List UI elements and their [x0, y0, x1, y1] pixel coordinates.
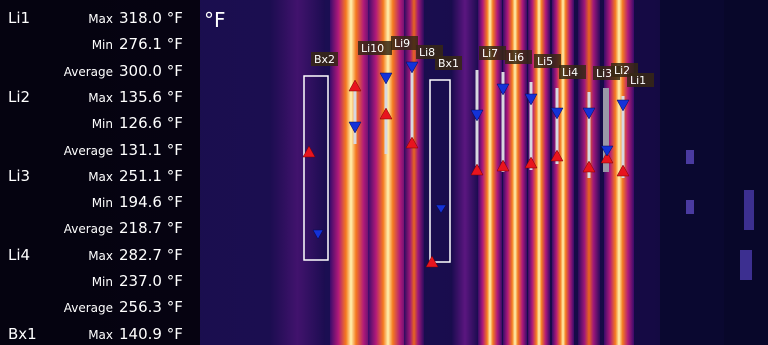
- stat-label: Max: [88, 327, 113, 342]
- stat-value: 135.6 °F: [119, 87, 183, 106]
- stat-value: 126.6 °F: [119, 114, 183, 133]
- marker-tag[interactable]: Li8: [419, 46, 435, 59]
- group-label: Bx1: [8, 324, 37, 343]
- stat-label: Min: [91, 275, 113, 289]
- marker-tag[interactable]: Li1: [630, 74, 646, 87]
- marker-tag-bg: [358, 41, 392, 55]
- stat-row: Bx1 Max 140.9 °F: [0, 324, 200, 345]
- stat-value: 300.0 °F: [119, 61, 183, 80]
- marker-tag-bg: [435, 56, 462, 70]
- stat-label: Average: [63, 143, 113, 158]
- stat-row: Average 218.7 °F: [0, 218, 200, 244]
- stat-value: 276.1 °F: [119, 35, 183, 54]
- stat-value: 282.7 °F: [119, 245, 183, 264]
- marker-tag[interactable]: Li2: [614, 64, 630, 77]
- stat-label: Min: [91, 196, 113, 211]
- stat-label: Max: [88, 12, 113, 26]
- hot-spot-markers: [302, 79, 630, 268]
- stat-value: 194.6 °F: [119, 193, 183, 212]
- stat-label: Average: [63, 301, 113, 316]
- stat-row: Min 194.6 °F: [0, 192, 200, 218]
- marker-tag[interactable]: Li3: [596, 67, 612, 80]
- stat-row: Li1 Max 318.0 °F: [0, 8, 200, 34]
- marker-tag-bg: [534, 54, 561, 68]
- stat-row: Average 256.3 °F: [0, 297, 200, 323]
- stat-value: 218.7 °F: [119, 219, 183, 238]
- marker-tag-bg: [391, 36, 418, 50]
- marker-tag[interactable]: Bx1: [438, 57, 459, 70]
- stat-label: Average: [63, 222, 113, 237]
- marker-tag-bg: [505, 50, 532, 64]
- stat-row: Li4 Max 282.7 °F: [0, 245, 200, 271]
- stat-label: Min: [91, 38, 113, 53]
- group-label: Li2: [8, 87, 31, 106]
- marker-tag[interactable]: Bx2: [314, 53, 335, 66]
- stat-value: 237.0 °F: [119, 272, 183, 290]
- stat-value: 131.1 °F: [119, 140, 183, 159]
- stat-label: Max: [88, 248, 113, 263]
- stat-row: Min 237.0 °F: [0, 271, 200, 297]
- stat-label: Average: [63, 64, 113, 79]
- marker-tag[interactable]: Li9: [394, 37, 410, 50]
- measurement-overlays[interactable]: [303, 62, 625, 263]
- marker-tag-bg: [479, 46, 506, 60]
- marker-tag-bg: [311, 52, 338, 66]
- marker-tag-bg: [416, 45, 443, 59]
- stat-label: Max: [88, 90, 113, 105]
- stat-value: 140.9 °F: [119, 324, 183, 343]
- marker-tag[interactable]: Li4: [562, 66, 578, 79]
- stat-row: Min 276.1 °F: [0, 34, 200, 60]
- stat-row: Li2 Max 135.6 °F: [0, 87, 200, 113]
- marker-tag[interactable]: Li6: [508, 51, 524, 64]
- group-label: Li1: [8, 9, 31, 27]
- marker-tag-bg: [559, 65, 586, 79]
- marker-tag-bg: [627, 73, 654, 87]
- group-label: Li4: [8, 245, 31, 264]
- stat-value: 318.0 °F: [119, 9, 183, 27]
- stat-value: 251.1 °F: [119, 166, 183, 185]
- stat-label: Min: [91, 117, 113, 132]
- marker-tag[interactable]: Li7: [482, 47, 498, 60]
- marker-tag[interactable]: Li10: [361, 42, 384, 55]
- stat-label: Max: [88, 169, 113, 184]
- stat-row: Li3 Max 251.1 °F: [0, 166, 200, 192]
- group-label: Li3: [8, 166, 31, 185]
- stat-row: Min 126.6 °F: [0, 113, 200, 139]
- measurement-panel: Li1 Max 318.0 °F Min 276.1 °F Average 300.0 °F…: [0, 0, 200, 345]
- unit-label: °F: [204, 8, 226, 32]
- stat-value: 256.3 °F: [119, 298, 183, 317]
- cold-spot-markers: [312, 61, 630, 240]
- stat-row: Average 300.0 °F: [0, 61, 200, 87]
- stat-row: Average 131.1 °F: [0, 140, 200, 166]
- marker-tag[interactable]: Li5: [537, 55, 553, 68]
